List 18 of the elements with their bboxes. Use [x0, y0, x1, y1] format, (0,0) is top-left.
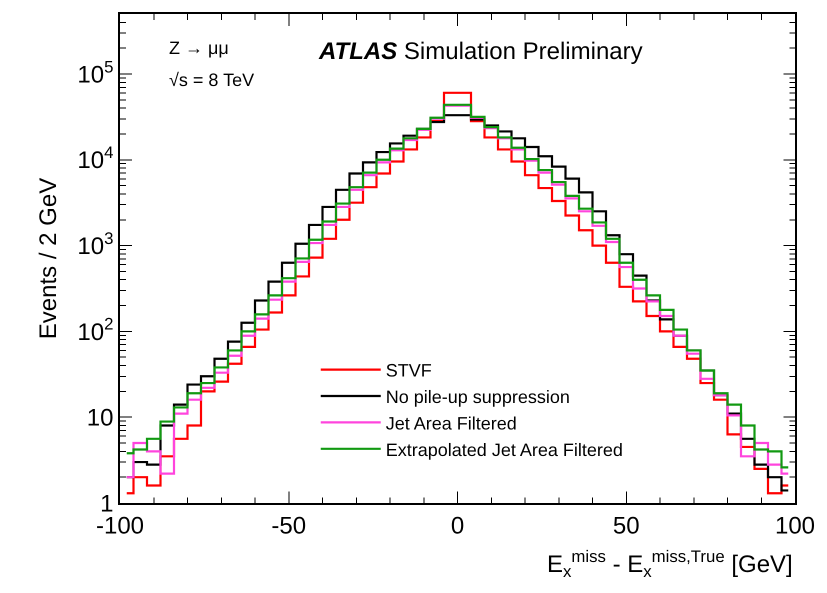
legend-label: Jet Area Filtered: [386, 413, 517, 434]
y-tick-label: 10$^{5}$: [77, 57, 114, 88]
annotation: √s = 8 TeV: [169, 70, 254, 90]
x-tick-label: 50: [612, 512, 640, 540]
y-tick-label: 10$^{3}$: [77, 228, 114, 260]
x-tick-label: 100: [774, 512, 816, 540]
y-tick-label: 10$^{4}$: [77, 143, 114, 174]
legend-label: Extrapolated Jet Area Filtered: [386, 440, 623, 460]
x-tick-label: -50: [271, 512, 306, 540]
y-tick-label: 10: [86, 404, 114, 432]
annotation: Z → μμ: [169, 38, 229, 58]
annotation: ATLAS Simulation Preliminary: [318, 38, 643, 65]
x-tick-label: 0: [450, 512, 464, 540]
legend-label: No pile-up suppression: [386, 387, 570, 408]
y-axis-title: Events / 2 GeV: [35, 178, 62, 340]
x-axis-title: E$_{x}$$^{miss}$ - E$_{x}$$^{miss,True}$ [GeV]: [547, 547, 793, 582]
y-tick-label: 10$^{2}$: [77, 314, 114, 346]
legend-label: STVF: [386, 360, 432, 381]
